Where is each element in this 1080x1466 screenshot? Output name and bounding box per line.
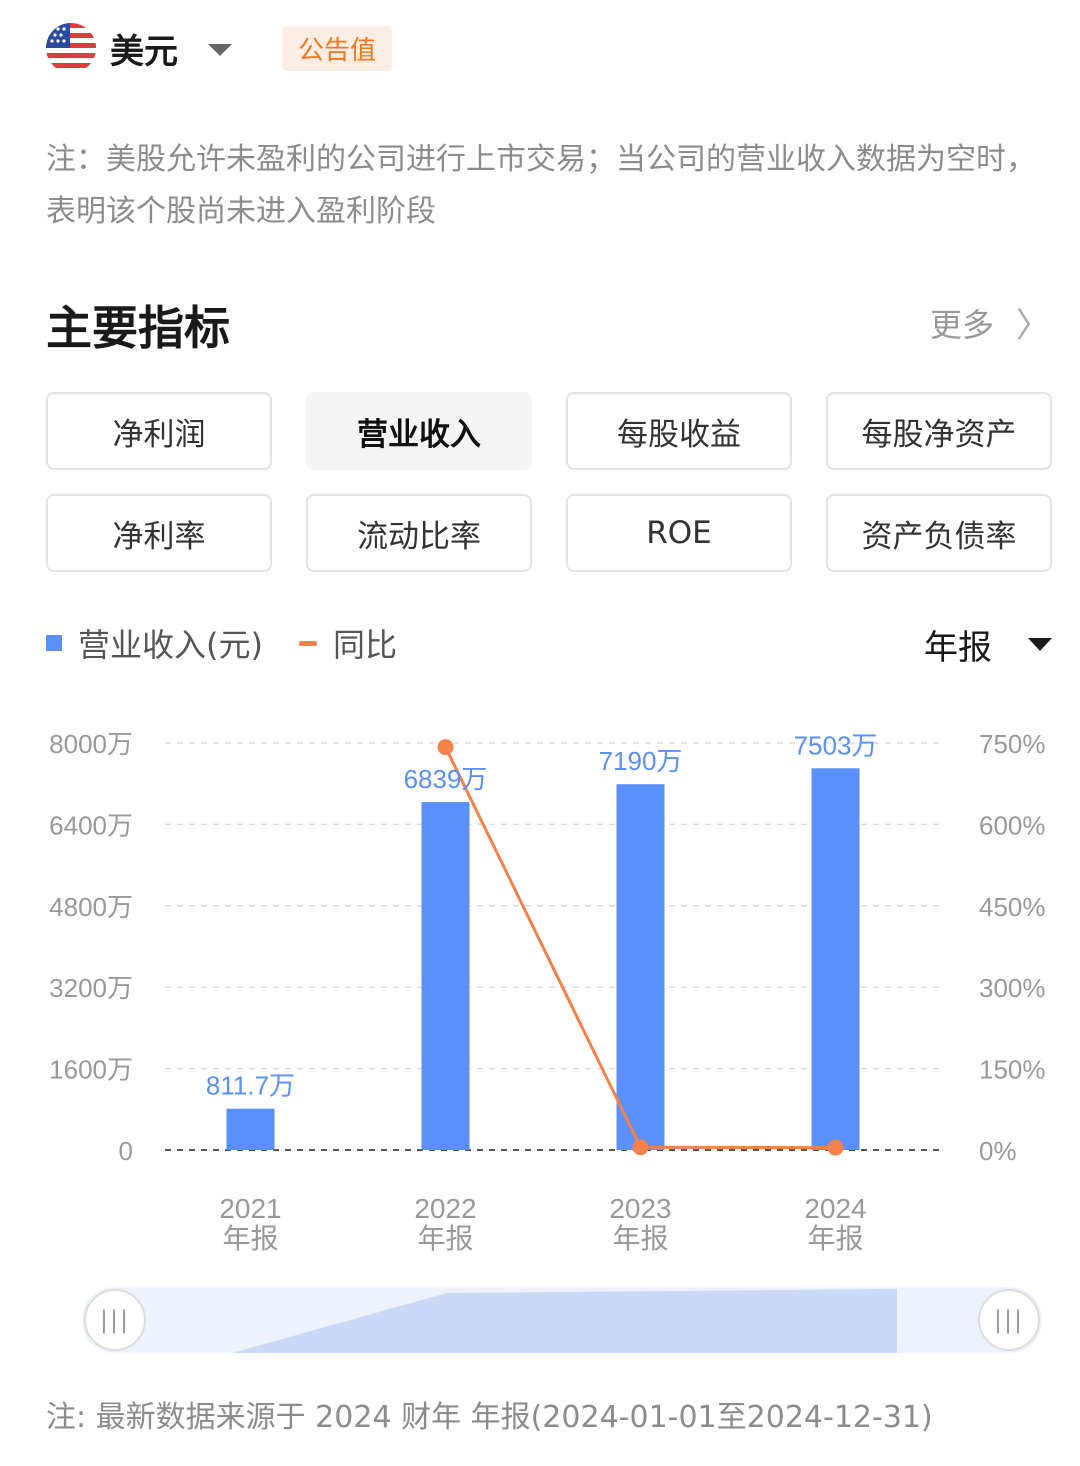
bar-value-label: 811.7万: [206, 1071, 295, 1101]
announced-value-badge: 公告值: [282, 25, 393, 71]
y-right-tick-label: 450%: [979, 892, 1046, 922]
x-tick-label-line: 年报: [612, 1223, 668, 1254]
chart-legend: 营业收入(元) 同比: [46, 620, 397, 666]
currency-selector[interactable]: 美元 公告值: [46, 20, 393, 76]
y-left-tick-label: 0: [119, 1136, 133, 1166]
currency-name[interactable]: 美元: [110, 31, 178, 72]
period-selector[interactable]: 年报: [924, 620, 1052, 669]
slider-right-handle[interactable]: |||: [978, 1289, 1040, 1351]
yoy-point: [437, 739, 454, 756]
x-tick-label-line: 年报: [417, 1223, 473, 1254]
legend-line-label: 同比: [332, 626, 397, 664]
yoy-point: [827, 1139, 844, 1156]
x-tick-label-line: 2022: [414, 1193, 476, 1224]
legend-bar-label: 营业收入(元): [78, 626, 263, 664]
top-note: 注：美股允许未盈利的公司进行上市交易；当公司的营业收入数据为空时，表明该个股尚未…: [46, 142, 1036, 229]
tab-6[interactable]: ROE: [566, 494, 792, 572]
y-right-tick-label: 600%: [979, 810, 1046, 840]
slider-track[interactable]: [82, 1287, 1042, 1353]
tab-2[interactable]: 每股收益: [566, 392, 792, 470]
y-right-tick-label: 150%: [979, 1055, 1046, 1085]
tab-0[interactable]: 净利润: [46, 392, 272, 470]
legend-bar-swatch: [46, 635, 62, 651]
x-tick-label-line: 2024: [804, 1193, 866, 1224]
slider-left-handle[interactable]: |||: [84, 1289, 146, 1351]
bar: [811, 768, 860, 1150]
x-tick-label-line: 2021: [219, 1193, 281, 1224]
tab-3[interactable]: 每股净资产: [826, 392, 1052, 470]
y-right-tick-label: 300%: [979, 973, 1046, 1003]
y-right-tick-label: 0%: [979, 1136, 1017, 1166]
more-link[interactable]: 更多 〉: [930, 298, 1050, 347]
y-right-tick-label: 750%: [979, 729, 1046, 759]
y-left-tick-label: 1600万: [49, 1055, 133, 1085]
tab-7[interactable]: 资产负债率: [826, 494, 1052, 572]
x-tick-label: 2021 年报: [219, 1193, 281, 1254]
y-left-tick-label: 3200万: [49, 973, 133, 1003]
x-tick-label-line: 年报: [807, 1223, 863, 1254]
x-tick-label: 2023 年报: [609, 1193, 671, 1254]
period-label: 年报: [924, 628, 992, 668]
metric-tabs: 净利润 营业收入 每股收益 每股净资产净利率 流动比率 ROE 资产负债率: [46, 392, 1052, 572]
us-flag-icon: [46, 23, 96, 73]
legend-line-swatch: [298, 640, 317, 646]
x-tick-label-line: 2023: [609, 1193, 671, 1224]
bar: [226, 1108, 275, 1150]
bar-value-label: 7190万: [599, 746, 683, 776]
x-tick-label: 2024 年报: [804, 1193, 866, 1254]
bottom-note: 注: 最新数据来源于 2024 财年 年报(2024-01-01至2024-12…: [46, 1400, 933, 1435]
bar: [421, 802, 470, 1150]
x-tick-label: 2022 年报: [414, 1193, 476, 1254]
more-label: 更多: [929, 305, 994, 344]
caret-down-icon: [1028, 638, 1052, 651]
bar-value-label: 6839万: [404, 764, 488, 794]
chevron-down-icon[interactable]: [208, 44, 232, 56]
yoy-point: [632, 1139, 649, 1156]
tab-1[interactable]: 营业收入: [306, 392, 532, 470]
section-title: 主要指标: [46, 301, 230, 355]
chevron-right-icon: 〉: [1016, 306, 1050, 346]
y-left-tick-label: 8000万: [49, 729, 133, 759]
bar: [616, 784, 665, 1150]
y-left-tick-label: 4800万: [49, 892, 133, 922]
range-slider[interactable]: ||| |||: [82, 1287, 1042, 1353]
x-tick-label-line: 年报: [222, 1223, 278, 1254]
y-left-tick-label: 6400万: [49, 810, 133, 840]
slider-preview: [232, 1289, 897, 1353]
revenue-chart: 0 1600万 3200万 4800万 6400万 8000万 0% 150% 300% 450%…: [49, 729, 1046, 1254]
tab-4[interactable]: 净利率: [46, 494, 272, 572]
tab-5[interactable]: 流动比率: [306, 494, 532, 572]
bar-value-label: 7503万: [794, 730, 878, 760]
